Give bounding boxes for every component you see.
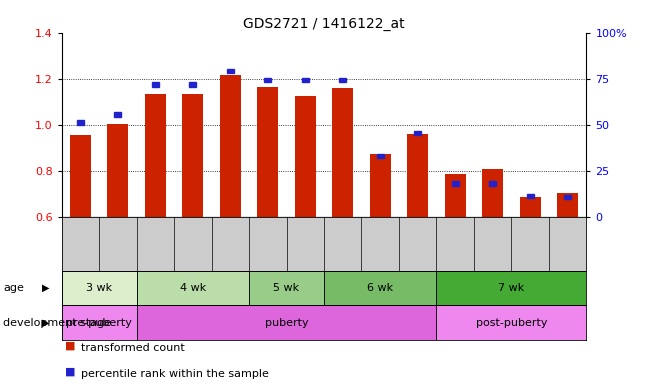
Bar — [108, 124, 128, 217]
Text: transformed count: transformed count — [81, 343, 185, 353]
Bar — [340, 78, 346, 82]
Bar — [527, 194, 533, 198]
Text: 4 wk: 4 wk — [179, 283, 206, 293]
Bar — [77, 121, 84, 124]
Text: pre-puberty: pre-puberty — [66, 318, 132, 328]
Bar — [564, 195, 571, 199]
Bar — [137, 305, 437, 340]
Text: ▶: ▶ — [42, 318, 50, 328]
Text: 5 wk: 5 wk — [273, 283, 299, 293]
Bar — [264, 78, 271, 82]
Bar — [220, 75, 240, 217]
Bar — [62, 305, 137, 340]
Bar — [137, 271, 249, 305]
Bar — [445, 174, 465, 217]
Text: puberty: puberty — [264, 318, 308, 328]
Bar — [324, 271, 437, 305]
Text: 7 wk: 7 wk — [498, 283, 525, 293]
Text: ■: ■ — [65, 367, 75, 377]
Bar — [489, 182, 496, 185]
Text: ■: ■ — [65, 341, 75, 351]
Bar — [437, 271, 586, 305]
Bar — [295, 96, 316, 217]
Bar — [152, 83, 159, 86]
Bar — [257, 87, 278, 217]
Text: post-puberty: post-puberty — [476, 318, 547, 328]
Bar — [115, 113, 121, 116]
Bar — [332, 88, 353, 217]
Text: GDS2721 / 1416122_at: GDS2721 / 1416122_at — [243, 17, 405, 31]
Bar — [370, 154, 391, 217]
Bar — [408, 134, 428, 217]
Bar — [249, 271, 324, 305]
Bar — [183, 94, 203, 217]
Bar — [557, 193, 578, 217]
Bar — [482, 169, 503, 217]
Text: percentile rank within the sample: percentile rank within the sample — [81, 369, 269, 379]
Bar — [520, 197, 540, 217]
Text: age: age — [3, 283, 24, 293]
Bar — [189, 83, 196, 86]
Bar — [227, 69, 234, 73]
Bar — [377, 154, 384, 158]
Text: 6 wk: 6 wk — [367, 283, 393, 293]
Bar — [70, 135, 91, 217]
Bar — [145, 94, 166, 217]
Text: ▶: ▶ — [42, 283, 50, 293]
Text: 3 wk: 3 wk — [86, 283, 112, 293]
Bar — [302, 78, 308, 82]
Bar — [437, 305, 586, 340]
Bar — [452, 182, 459, 185]
Text: development stage: development stage — [3, 318, 111, 328]
Bar — [414, 131, 421, 135]
Bar — [62, 271, 137, 305]
